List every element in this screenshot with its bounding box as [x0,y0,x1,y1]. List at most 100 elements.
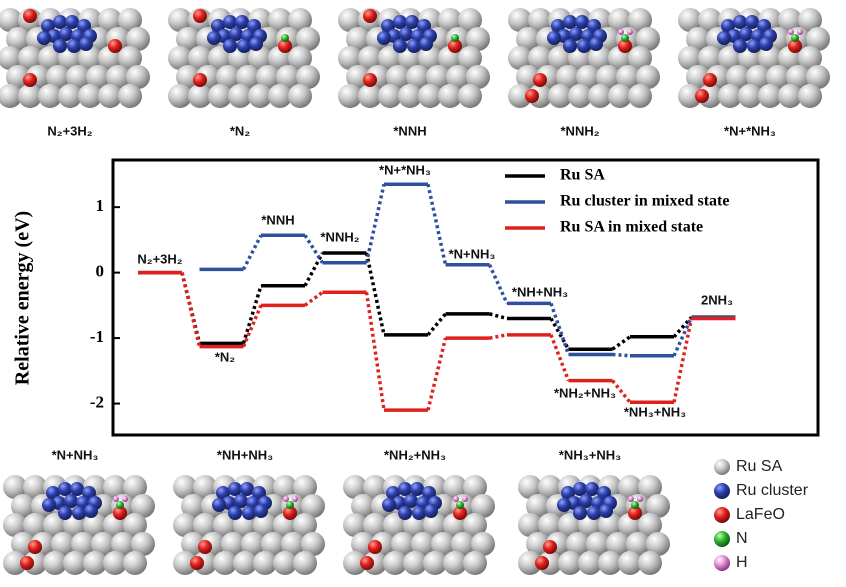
cluster-atom [563,15,577,29]
lattice-atom [188,46,212,70]
lattice-atom [268,84,292,108]
single-atom [368,540,382,554]
plot-frame [111,158,820,437]
connector [241,304,263,348]
cluster-atom [573,506,587,520]
connector [549,334,571,382]
lattice-atom [173,513,197,537]
lattice-atom [383,513,407,537]
lattice-atom [6,27,30,51]
lattice-atom [463,475,487,499]
lattice-atom [628,84,652,108]
structure-image [0,8,150,108]
lattice-atom [628,8,652,32]
cluster-atom [223,39,237,53]
cluster-atom [64,494,78,508]
lattice-atom [718,84,742,108]
lattice-atom [38,84,62,108]
lattice-atom [596,65,620,89]
single-atom [525,89,539,103]
cluster-atom [717,31,731,45]
lattice-atom [516,27,540,51]
lattice-atom [176,27,200,51]
atom-legend-swatch [714,459,730,475]
lattice-atom [458,84,482,108]
lattice-atom [578,551,602,575]
connector [426,337,448,411]
connector [241,234,263,271]
structure-image [168,8,320,108]
lattice-atom [628,46,652,70]
connector [672,316,694,357]
lattice-atom [221,532,245,556]
lattice-atom [293,551,317,575]
cluster-atom [575,15,589,29]
cluster-atom [382,498,396,512]
lattice-atom [188,84,212,108]
lattice-atom [508,84,532,108]
lattice-atom [301,494,325,518]
lattice-atom [548,46,572,70]
cluster-atom [229,27,243,41]
lattice-atom [786,65,810,89]
atom-legend-label: Ru cluster [736,482,809,499]
adsorbate-h [628,496,634,502]
lattice-atom [208,46,232,70]
lattice-atom [168,84,192,108]
lattice-atom [3,513,27,537]
lattice-atom [3,551,27,575]
cluster-atom [84,504,98,518]
lattice-atom [38,46,62,70]
connector [303,290,324,307]
lattice-atom [518,551,542,575]
connector [364,252,386,336]
state-label: 2NH₃ [701,292,733,307]
lattice-atom [528,46,552,70]
lattice-atom [758,46,782,70]
cluster-atom [587,506,601,520]
lattice-atom [0,46,22,70]
lattice-atom [758,84,782,108]
atom-legend-swatch [714,531,730,547]
y-tick-label: -2 [90,392,104,411]
lattice-atom [618,475,642,499]
atom-legend-label: LaFeO [736,506,785,523]
single-atom [198,540,212,554]
lattice-atom [463,513,487,537]
single-atom [363,73,377,87]
lattice-atom [363,513,387,537]
lattice-atom [636,27,660,51]
single-atom [20,556,34,570]
lattice-atom [398,84,422,108]
lattice-atom [588,84,612,108]
cluster-atom [412,506,426,520]
lattice-atom [11,494,35,518]
state-label: *N₂ [215,349,235,364]
cluster-atom [733,15,747,29]
lattice-atom [576,65,600,89]
lattice-atom [386,65,410,89]
lattice-atom [806,65,830,89]
lattice-atom [288,46,312,70]
lattice-atom [338,8,362,32]
lattice-atom [51,532,75,556]
lattice-atom [378,84,402,108]
adsorbate-h [453,496,459,502]
lattice-atom [411,532,435,556]
lattice-atom [23,513,47,537]
structure-image [173,475,325,575]
single-atom [788,39,802,53]
lattice-atom [18,46,42,70]
cluster-atom [419,37,433,51]
lattice-atom [131,494,155,518]
lattice-atom [83,513,107,537]
lattice-atom [508,8,532,32]
single-atom [695,89,709,103]
adsorbate-n [116,501,124,509]
lattice-atom [193,513,217,537]
lattice-atom [86,65,110,89]
lattice-atom [0,8,22,32]
single-atom [193,9,207,23]
lattice-atom [71,532,95,556]
cluster-atom [569,27,583,41]
